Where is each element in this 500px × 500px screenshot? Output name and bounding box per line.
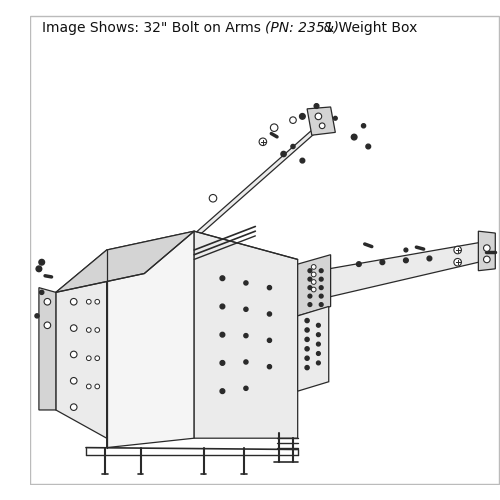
- Polygon shape: [106, 231, 194, 448]
- Circle shape: [316, 324, 320, 327]
- Polygon shape: [307, 107, 336, 135]
- Circle shape: [44, 322, 51, 328]
- Circle shape: [312, 272, 316, 277]
- Circle shape: [259, 138, 266, 145]
- Circle shape: [305, 346, 309, 351]
- Circle shape: [270, 124, 278, 132]
- Circle shape: [314, 104, 319, 108]
- Circle shape: [281, 152, 286, 156]
- Circle shape: [404, 248, 408, 252]
- Circle shape: [70, 404, 77, 410]
- Circle shape: [244, 307, 248, 312]
- Circle shape: [220, 389, 225, 394]
- Text: & Weight Box: & Weight Box: [320, 21, 418, 35]
- Circle shape: [427, 256, 432, 261]
- Circle shape: [268, 312, 272, 316]
- Circle shape: [320, 278, 323, 281]
- Circle shape: [366, 144, 370, 149]
- Circle shape: [312, 280, 316, 284]
- Circle shape: [244, 334, 248, 338]
- Circle shape: [320, 269, 323, 272]
- Circle shape: [244, 360, 248, 364]
- Circle shape: [305, 366, 309, 370]
- Circle shape: [356, 262, 361, 266]
- Circle shape: [320, 286, 323, 290]
- Circle shape: [70, 378, 77, 384]
- Circle shape: [305, 318, 309, 322]
- Circle shape: [404, 258, 408, 262]
- Circle shape: [244, 281, 248, 285]
- Polygon shape: [298, 306, 328, 391]
- Circle shape: [300, 158, 304, 163]
- Circle shape: [454, 246, 462, 254]
- Circle shape: [86, 300, 91, 304]
- Circle shape: [209, 194, 217, 202]
- Circle shape: [484, 256, 490, 262]
- Circle shape: [86, 356, 91, 360]
- Circle shape: [300, 114, 305, 119]
- Polygon shape: [56, 250, 106, 438]
- Circle shape: [268, 364, 272, 369]
- Circle shape: [291, 144, 295, 148]
- Circle shape: [36, 266, 42, 272]
- Circle shape: [308, 302, 312, 306]
- Circle shape: [70, 298, 77, 305]
- Circle shape: [86, 328, 91, 332]
- Circle shape: [268, 338, 272, 342]
- Circle shape: [95, 356, 100, 360]
- Circle shape: [35, 314, 39, 318]
- Circle shape: [244, 386, 248, 390]
- Circle shape: [305, 328, 309, 332]
- Circle shape: [308, 294, 312, 298]
- Circle shape: [70, 325, 77, 332]
- Polygon shape: [298, 254, 330, 316]
- Polygon shape: [56, 231, 194, 292]
- Circle shape: [95, 328, 100, 332]
- Circle shape: [70, 351, 77, 358]
- Circle shape: [362, 124, 366, 128]
- Circle shape: [316, 352, 320, 356]
- Circle shape: [268, 286, 272, 290]
- Circle shape: [316, 361, 320, 365]
- Polygon shape: [478, 231, 496, 270]
- Text: (PN: 2351): (PN: 2351): [265, 21, 339, 35]
- Circle shape: [290, 117, 296, 123]
- Polygon shape: [138, 114, 330, 262]
- Circle shape: [220, 276, 225, 280]
- Circle shape: [40, 290, 44, 294]
- Circle shape: [316, 342, 320, 346]
- Circle shape: [86, 384, 91, 389]
- Polygon shape: [328, 240, 490, 297]
- Polygon shape: [39, 288, 56, 410]
- Circle shape: [484, 245, 490, 252]
- Circle shape: [308, 278, 312, 281]
- Circle shape: [352, 134, 357, 140]
- Circle shape: [320, 123, 325, 128]
- Circle shape: [334, 116, 337, 120]
- Circle shape: [380, 260, 384, 264]
- Text: Image Shows: 32" Bolt on Arms: Image Shows: 32" Bolt on Arms: [42, 21, 265, 35]
- Circle shape: [95, 384, 100, 389]
- Circle shape: [320, 302, 323, 306]
- Circle shape: [320, 294, 323, 298]
- Circle shape: [305, 356, 309, 360]
- Polygon shape: [194, 231, 298, 438]
- Circle shape: [308, 269, 312, 272]
- Circle shape: [316, 333, 320, 336]
- Circle shape: [220, 360, 225, 366]
- Circle shape: [39, 260, 44, 265]
- Circle shape: [44, 298, 51, 305]
- Circle shape: [220, 304, 225, 309]
- Circle shape: [308, 286, 312, 290]
- Circle shape: [315, 113, 322, 119]
- Circle shape: [305, 338, 309, 342]
- Circle shape: [312, 264, 316, 270]
- Circle shape: [220, 332, 225, 337]
- Circle shape: [454, 258, 462, 266]
- Circle shape: [312, 287, 316, 292]
- Circle shape: [95, 300, 100, 304]
